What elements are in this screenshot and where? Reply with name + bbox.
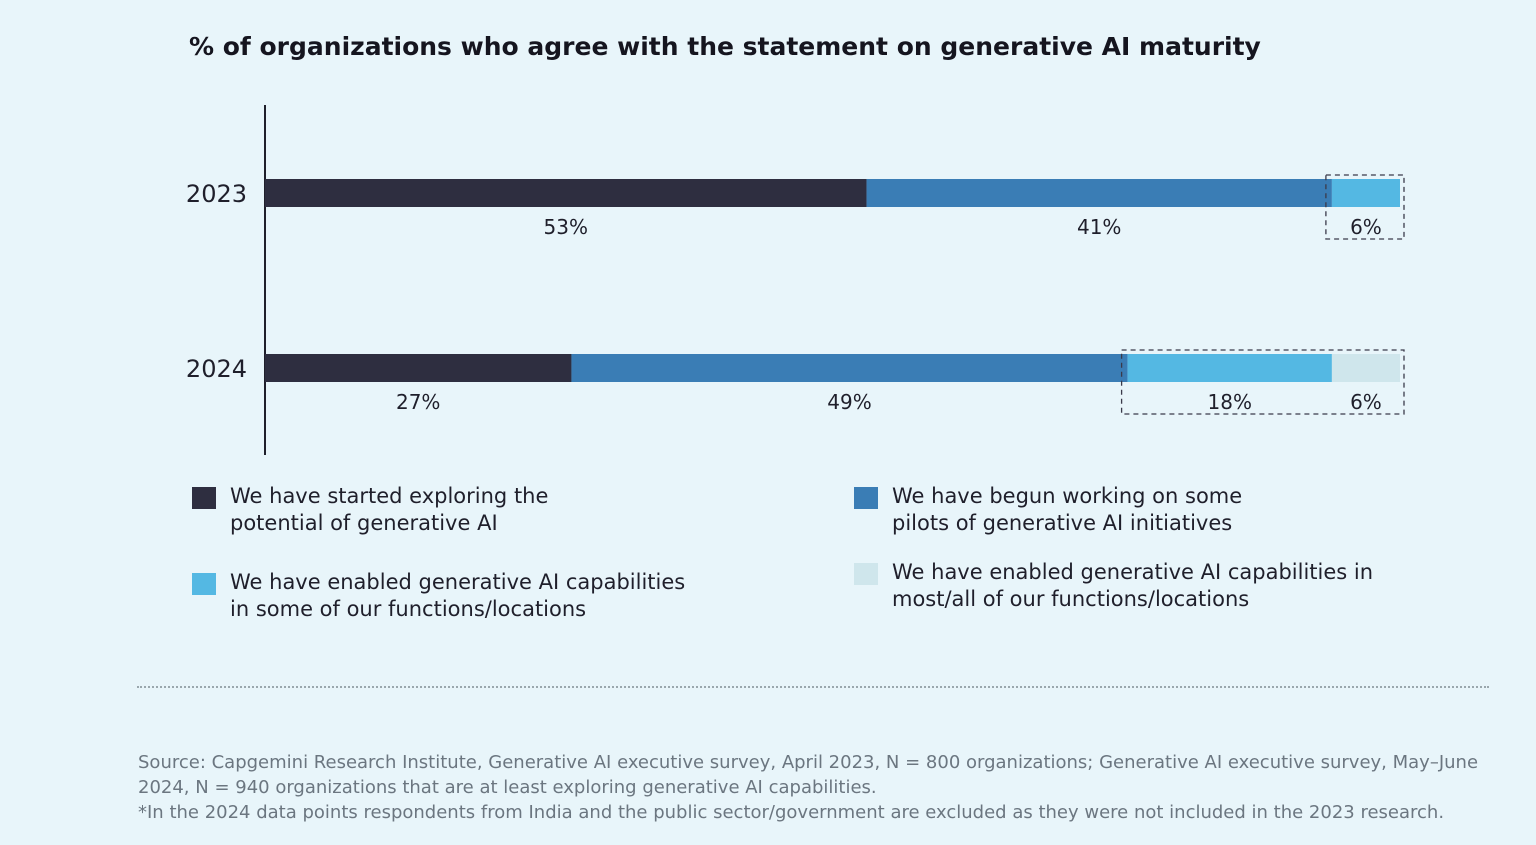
legend-item-pilots: We have begun working on some pilots of … — [854, 483, 1414, 543]
bar-segment-2024-s3 — [1331, 354, 1400, 382]
bar-segment-2023-s0 — [265, 179, 867, 207]
category-label-2024: 2024 — [186, 355, 247, 383]
legend-item-exploring: We have started exploring the potential … — [192, 483, 712, 543]
legend-swatch-enabled-some — [192, 573, 216, 595]
data-label-2023-s1: 41% — [1077, 215, 1121, 239]
source-line-1: Source: Capgemini Research Institute, Ge… — [138, 752, 1479, 773]
data-label-2024-s2: 18% — [1208, 390, 1252, 414]
source-note: Source: Capgemini Research Institute, Ge… — [138, 750, 1498, 825]
legend-swatch-pilots — [854, 487, 878, 509]
highlight-box-2024 — [1120, 349, 1405, 415]
data-label-2024-s3: 6% — [1350, 390, 1382, 414]
legend-label-line1: We have begun working on some — [892, 484, 1243, 508]
data-label-2024-s1: 49% — [827, 390, 871, 414]
legend-label-line1: We have started exploring the — [230, 484, 549, 508]
bar-segment-2024-s1 — [571, 354, 1128, 382]
legend-label-line2: in some of our functions/locations — [230, 597, 587, 621]
legend-label-line1: We have enabled generative AI capabiliti… — [892, 560, 1374, 584]
data-label-2024-s0: 27% — [396, 390, 440, 414]
bar-segment-2024-s0 — [265, 354, 572, 382]
data-label-2023-s0: 53% — [544, 215, 588, 239]
source-line-2: 2024, N = 940 organizations that are at … — [138, 777, 877, 798]
legend-item-enabled-some: We have enabled generative AI capabiliti… — [192, 569, 752, 629]
chart-title: % of organizations who agree with the st… — [189, 32, 1261, 61]
highlight-box-2023 — [1325, 174, 1405, 240]
legend-item-enabled-most: We have enabled generative AI capabiliti… — [854, 559, 1414, 619]
legend-label-line1: We have enabled generative AI capabiliti… — [230, 570, 686, 594]
legend-label-line2: pilots of generative AI initiatives — [892, 511, 1233, 535]
legend-label-line2: potential of generative AI — [230, 511, 498, 535]
footnote-line: *In the 2024 data points respondents fro… — [138, 802, 1445, 823]
legend-swatch-enabled-most — [854, 563, 878, 585]
category-label-2023: 2023 — [186, 180, 247, 208]
bar-segment-2023-s1 — [866, 179, 1332, 207]
stacked-bar-chart: 2023 53% 41% 6% 2024 27% 49% 18% 6% — [186, 105, 1405, 455]
dotted-separator — [137, 686, 1489, 688]
legend-swatch-exploring — [192, 487, 216, 509]
bar-segment-2023-s2 — [1331, 179, 1400, 207]
legend-label-line2: most/all of our functions/locations — [892, 587, 1250, 611]
bar-segment-2024-s2 — [1127, 354, 1332, 382]
data-label-2023-s2: 6% — [1350, 215, 1382, 239]
